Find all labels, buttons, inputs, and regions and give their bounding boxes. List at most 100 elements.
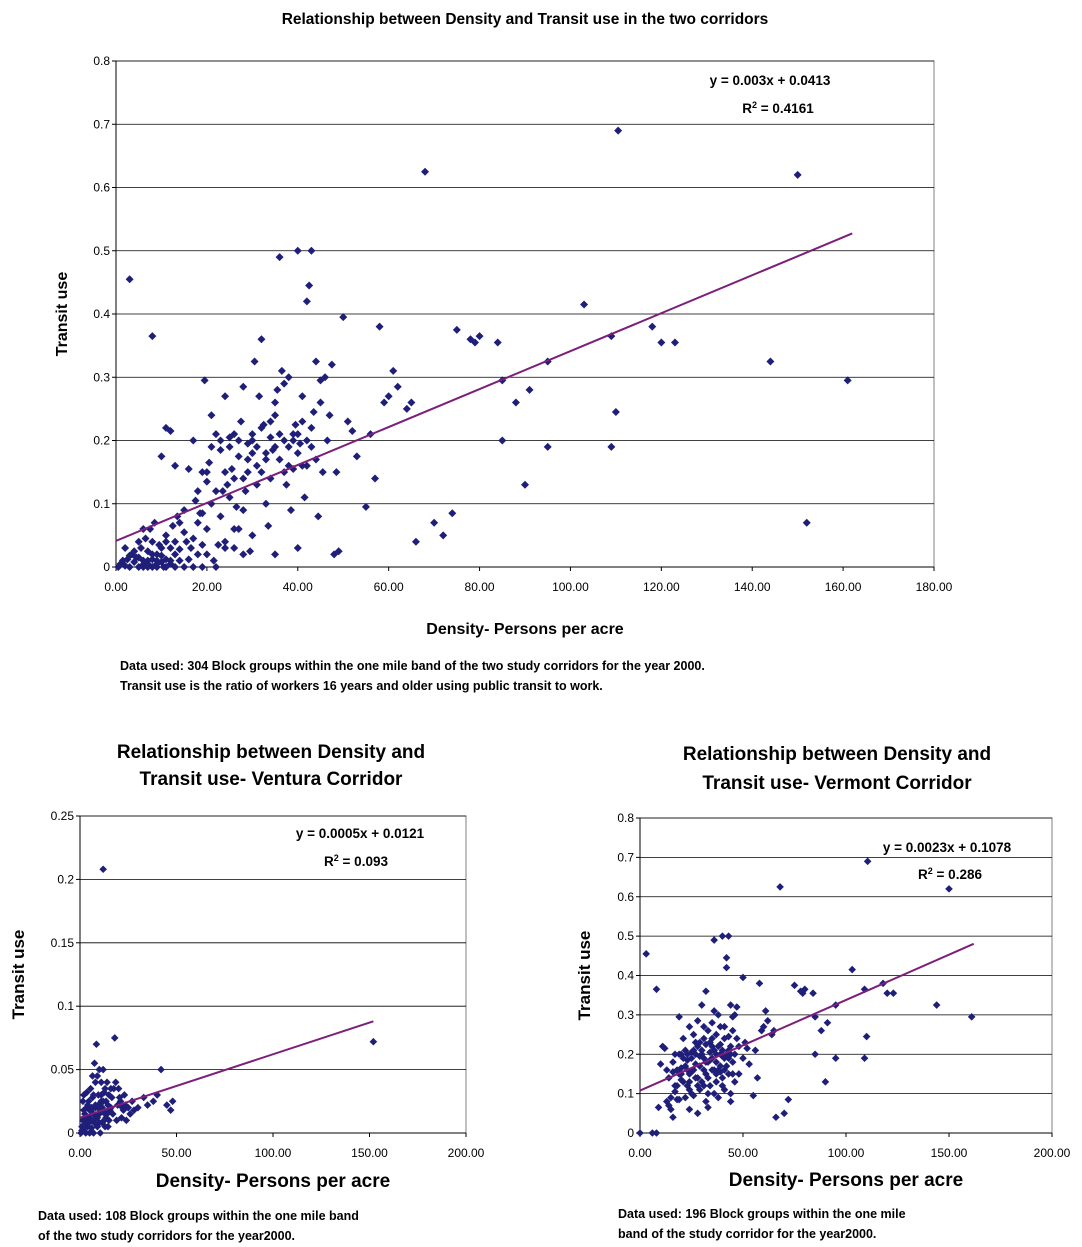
data-point <box>248 436 257 445</box>
data-point <box>860 1054 869 1062</box>
data-point <box>171 563 180 571</box>
data-point <box>126 1110 134 1118</box>
data-point <box>784 1095 793 1104</box>
data-point <box>96 1129 105 1137</box>
data-point <box>161 537 170 546</box>
x-tick-label: 0.00 <box>104 580 128 594</box>
data-point <box>648 1129 657 1137</box>
y-tick-label: 0.3 <box>93 370 110 384</box>
data-point <box>369 1037 378 1046</box>
y-tick-label: 0.6 <box>93 181 110 195</box>
x-tick-label: 120.00 <box>643 580 680 594</box>
data-point <box>325 411 334 420</box>
data-point <box>679 1054 688 1062</box>
data-point <box>739 973 747 982</box>
data-point <box>704 1089 712 1098</box>
plot-area <box>79 815 467 1134</box>
data-point <box>193 550 202 559</box>
x-tick-label: 100.00 <box>828 1146 865 1160</box>
y-axis-label: Transit use <box>54 272 71 357</box>
chart-title: Transit use- Ventura Corridor <box>140 769 403 790</box>
y-axis-label: Transit use <box>575 931 594 1021</box>
data-point <box>691 1060 700 1068</box>
data-point <box>698 1046 706 1055</box>
data-point <box>171 461 180 470</box>
data-point <box>316 398 325 407</box>
data-point <box>86 1106 95 1114</box>
chart-title: Relationship between Density and <box>683 744 991 765</box>
caption-ventura-line-1: Data used: 108 Block groups within the o… <box>38 1209 359 1223</box>
data-point <box>79 1097 87 1106</box>
data-point <box>327 360 336 369</box>
data-point <box>225 493 234 502</box>
data-point <box>214 540 223 549</box>
data-point <box>671 1087 679 1096</box>
data-point <box>84 1119 93 1127</box>
data-point <box>712 1058 721 1066</box>
data-point <box>821 1078 830 1086</box>
data-point <box>298 417 307 426</box>
data-point <box>710 936 718 944</box>
data-point <box>148 332 157 341</box>
data-point <box>193 487 202 496</box>
data-point <box>264 521 273 530</box>
data-point <box>86 1084 95 1093</box>
data-point <box>411 537 420 546</box>
data-point <box>175 545 184 554</box>
data-point <box>189 563 198 571</box>
data-point <box>198 509 207 518</box>
data-point <box>687 1068 696 1076</box>
x-tick-label: 80.00 <box>465 580 495 594</box>
data-point <box>166 544 175 553</box>
data-point <box>700 1022 708 1031</box>
data-point <box>198 563 207 571</box>
data-point <box>180 528 189 537</box>
data-point <box>722 1062 731 1070</box>
data-point <box>261 455 270 464</box>
data-point <box>817 1026 826 1035</box>
data-point <box>932 1001 941 1009</box>
data-point <box>103 1078 111 1087</box>
data-point <box>708 1066 716 1074</box>
data-point <box>286 506 295 515</box>
data-point <box>166 1106 175 1114</box>
data-point <box>284 373 293 382</box>
data-point <box>271 550 280 559</box>
data-point <box>733 1034 741 1043</box>
data-point <box>685 1078 694 1086</box>
data-point <box>298 392 307 401</box>
trendline <box>639 942 975 1092</box>
data-point <box>669 1113 677 1122</box>
data-point <box>716 1022 725 1031</box>
data-point <box>681 1093 690 1102</box>
data-point <box>724 932 733 940</box>
chart-title: Relationship between Density and <box>117 742 425 763</box>
data-point <box>700 1034 708 1043</box>
data-point <box>776 883 784 891</box>
trend-equation: y = 0.003x + 0.0413 <box>710 73 831 88</box>
data-point <box>302 461 311 470</box>
data-point <box>475 332 484 341</box>
data-point <box>728 1058 737 1066</box>
data-point <box>339 313 348 322</box>
data-point <box>683 1050 692 1059</box>
data-point <box>232 502 241 511</box>
data-point <box>945 885 953 893</box>
data-point <box>675 1013 683 1021</box>
data-point <box>801 985 809 994</box>
data-point <box>289 436 298 445</box>
data-point <box>726 1042 735 1051</box>
y-tick-label: 0.8 <box>617 811 634 825</box>
data-point <box>751 1046 760 1055</box>
data-point <box>733 1003 741 1011</box>
trend-equation: y = 0.0023x + 0.1078 <box>883 840 1012 855</box>
data-point <box>92 1040 101 1049</box>
data-point <box>739 1054 747 1062</box>
x-tick-label: 0.00 <box>628 1146 652 1160</box>
data-point <box>710 1007 718 1015</box>
data-point <box>745 1060 753 1068</box>
data-point <box>166 427 175 436</box>
data-point <box>115 1093 124 1102</box>
data-point <box>257 468 266 477</box>
data-point <box>111 1078 120 1087</box>
